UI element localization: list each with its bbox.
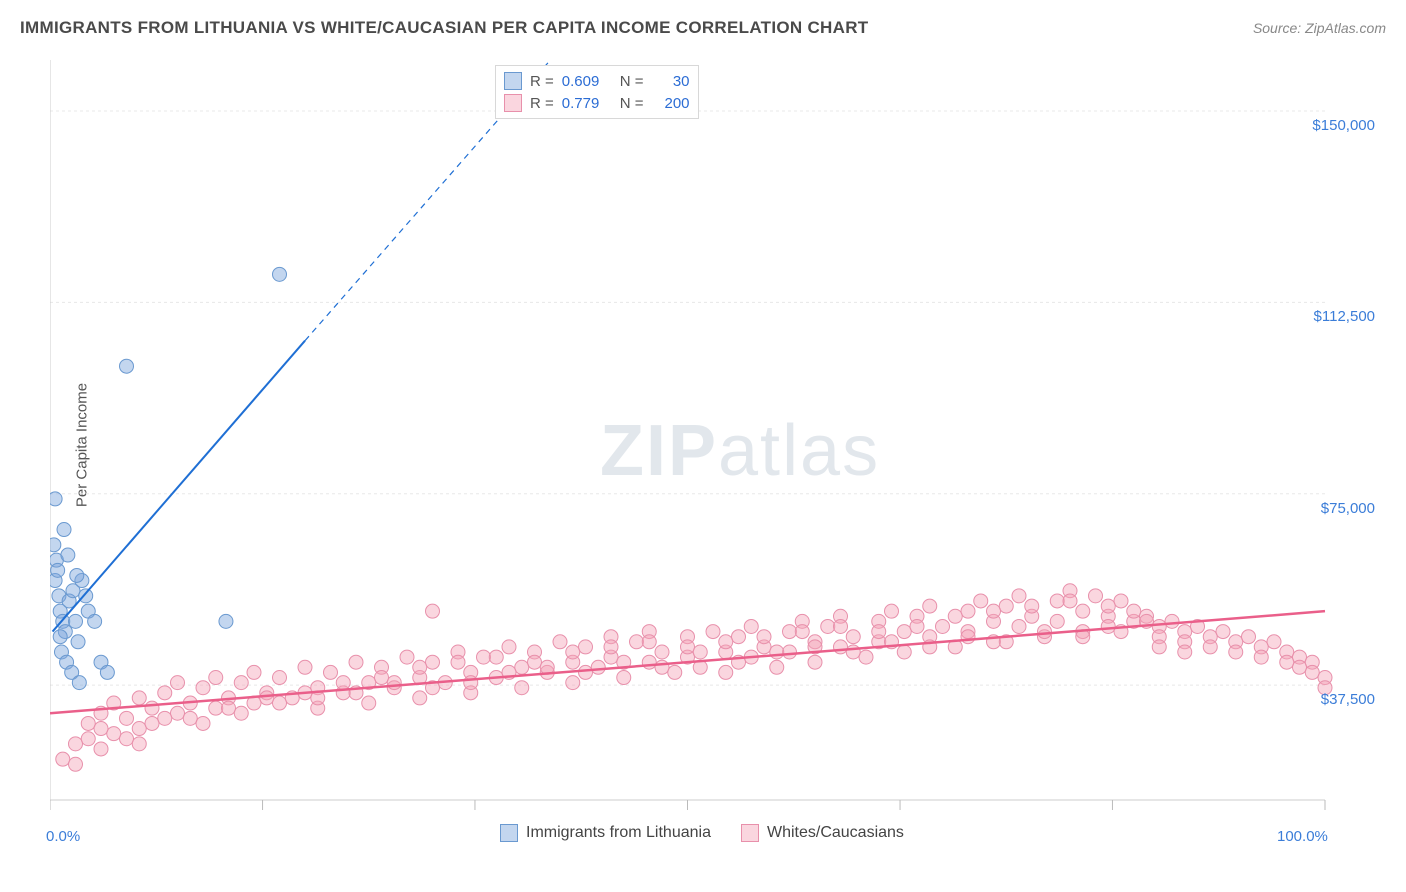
y-tick-label: $150,000 — [1295, 117, 1375, 134]
legend-item: Whites/Caucasians — [741, 824, 904, 842]
chart-title: IMMIGRANTS FROM LITHUANIA VS WHITE/CAUCA… — [20, 18, 868, 38]
legend-stat-row: R = 0.779N = 200 — [504, 92, 690, 114]
legend-stats: R = 0.609N = 30R = 0.779N = 200 — [495, 65, 699, 119]
legend-swatch — [500, 824, 518, 842]
legend-stat-row: R = 0.609N = 30 — [504, 70, 690, 92]
y-tick-label: $37,500 — [1295, 691, 1375, 708]
legend-swatch — [504, 72, 522, 90]
chart-source: Source: ZipAtlas.com — [1253, 20, 1386, 36]
x-tick-label: 0.0% — [46, 828, 80, 845]
y-tick-label: $75,000 — [1295, 500, 1375, 517]
legend-series: Immigrants from Lithuania Whites/Caucasia… — [500, 824, 904, 842]
y-tick-label: $112,500 — [1295, 308, 1375, 325]
chart-area: Per Capita Income $37,500$75,000$112,500… — [50, 60, 1380, 830]
legend-swatch — [504, 94, 522, 112]
scatter-plot — [50, 60, 1380, 830]
legend-item: Immigrants from Lithuania — [500, 824, 711, 842]
legend-swatch — [741, 824, 759, 842]
x-tick-label: 100.0% — [1277, 828, 1328, 845]
